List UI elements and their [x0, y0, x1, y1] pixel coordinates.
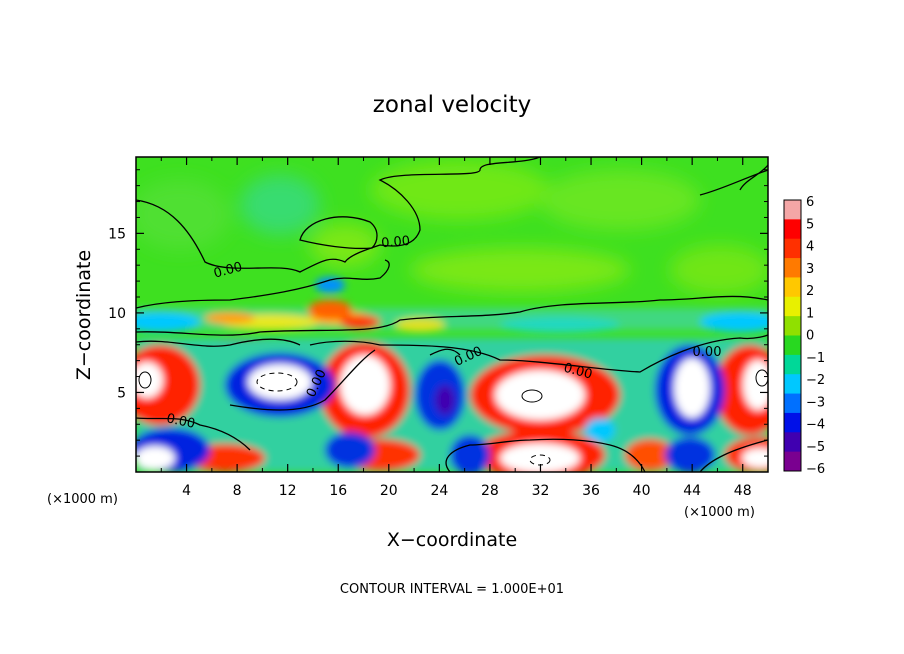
- x-tick-label: 48: [734, 483, 752, 499]
- x-unit-left: (×1000 m): [47, 492, 118, 507]
- x-tick-label: 4: [182, 483, 191, 499]
- x-tick-label: 44: [683, 483, 701, 499]
- y-tick-label: 15: [108, 226, 126, 242]
- x-tick-label: 28: [481, 483, 499, 499]
- x-tick-label: 16: [329, 483, 347, 499]
- x-axis-ticks: 4 8 12 16 20 24 28 32 36 40 44 48: [160, 157, 752, 499]
- colorbar-tick-label: 0: [806, 329, 814, 344]
- lower-layer: [136, 338, 768, 472]
- colorbar-swatch: [784, 393, 801, 414]
- chart-title: zonal velocity: [373, 92, 531, 118]
- x-tick-label: 8: [233, 483, 242, 499]
- colorbar-swatch: [784, 200, 801, 220]
- colorbar-tick-label: 5: [806, 217, 814, 232]
- colorbar-tick-label: 2: [806, 284, 814, 299]
- colorbar-tick-label: −3: [806, 395, 825, 410]
- colorbar-tick-label: 3: [806, 262, 814, 277]
- colorbar-swatch: [784, 277, 801, 298]
- x-tick-label: 36: [582, 483, 600, 499]
- colorbar-swatch: [784, 374, 801, 395]
- colorbar-swatch: [784, 258, 801, 278]
- colorbar-swatch: [784, 219, 801, 240]
- colorbar-tick-label: −4: [806, 418, 825, 433]
- zero-contours: [136, 157, 768, 472]
- colorbar-tick-label: −5: [806, 440, 825, 455]
- colorbar-swatch: [784, 335, 801, 356]
- colorbar-swatch: [784, 432, 801, 453]
- colorbar-tick-label: −1: [806, 351, 825, 366]
- colorbar-swatch: [784, 316, 801, 336]
- transition-layer: [136, 277, 768, 362]
- x-axis-label: X−coordinate: [387, 529, 517, 551]
- x-tick-label: 12: [279, 483, 297, 499]
- colorbar-tick-label: 4: [806, 240, 814, 255]
- y-axis-label: Z−coordinate: [73, 250, 95, 380]
- contour-interval-note: CONTOUR INTERVAL = 1.000E+01: [340, 582, 564, 597]
- contour-label: 0.00: [693, 345, 722, 360]
- colorbar-swatch: [784, 412, 801, 433]
- x-tick-label: 40: [633, 483, 651, 499]
- contour-label: 0.00: [165, 411, 196, 432]
- y-tick-label: 10: [108, 306, 126, 322]
- y-axis-ticks: 5 10 15: [108, 169, 768, 457]
- plot-frame: [135, 156, 769, 473]
- colorbar-tick-label: 6: [806, 195, 814, 210]
- colorbar-tick-label: −6: [806, 462, 825, 477]
- x-unit-right: (×1000 m): [684, 505, 755, 520]
- colorbar-swatch: [784, 451, 801, 472]
- colorbar-swatch: [784, 238, 801, 259]
- contour-label: 0.00: [212, 260, 244, 282]
- positive-contours: [138, 369, 768, 403]
- x-tick-label: 24: [430, 483, 448, 499]
- x-tick-label: 20: [380, 483, 398, 499]
- colorbar-frame: [783, 199, 802, 472]
- plot-area: 0.000.000.000.000.000.000.00: [136, 157, 768, 472]
- x-tick-label: 32: [532, 483, 550, 499]
- colorbar-swatch: [784, 296, 801, 317]
- contour-label: 0.00: [381, 234, 411, 251]
- upper-field: [136, 160, 768, 295]
- colorbar-tick-label: 1: [806, 306, 814, 321]
- colorbar: 6 5 4 3 2 1 0 −1 −2 −3 −4 −5 −6: [783, 195, 825, 477]
- y-tick-label: 5: [117, 385, 126, 401]
- contour-label: 0.00: [562, 361, 594, 383]
- colorbar-swatch: [784, 354, 801, 375]
- colorbar-tick-label: −2: [806, 373, 825, 388]
